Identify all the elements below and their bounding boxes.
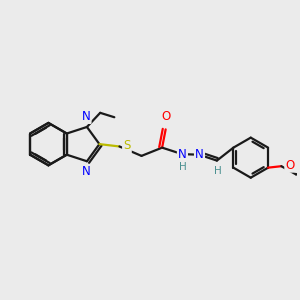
Text: N: N — [82, 110, 90, 123]
Text: H: H — [178, 162, 186, 172]
Text: N: N — [178, 148, 187, 160]
Text: N: N — [195, 148, 204, 161]
Text: O: O — [286, 158, 295, 172]
Text: N: N — [82, 165, 90, 178]
Text: S: S — [123, 140, 130, 152]
Text: O: O — [162, 110, 171, 124]
Text: H: H — [214, 167, 221, 176]
